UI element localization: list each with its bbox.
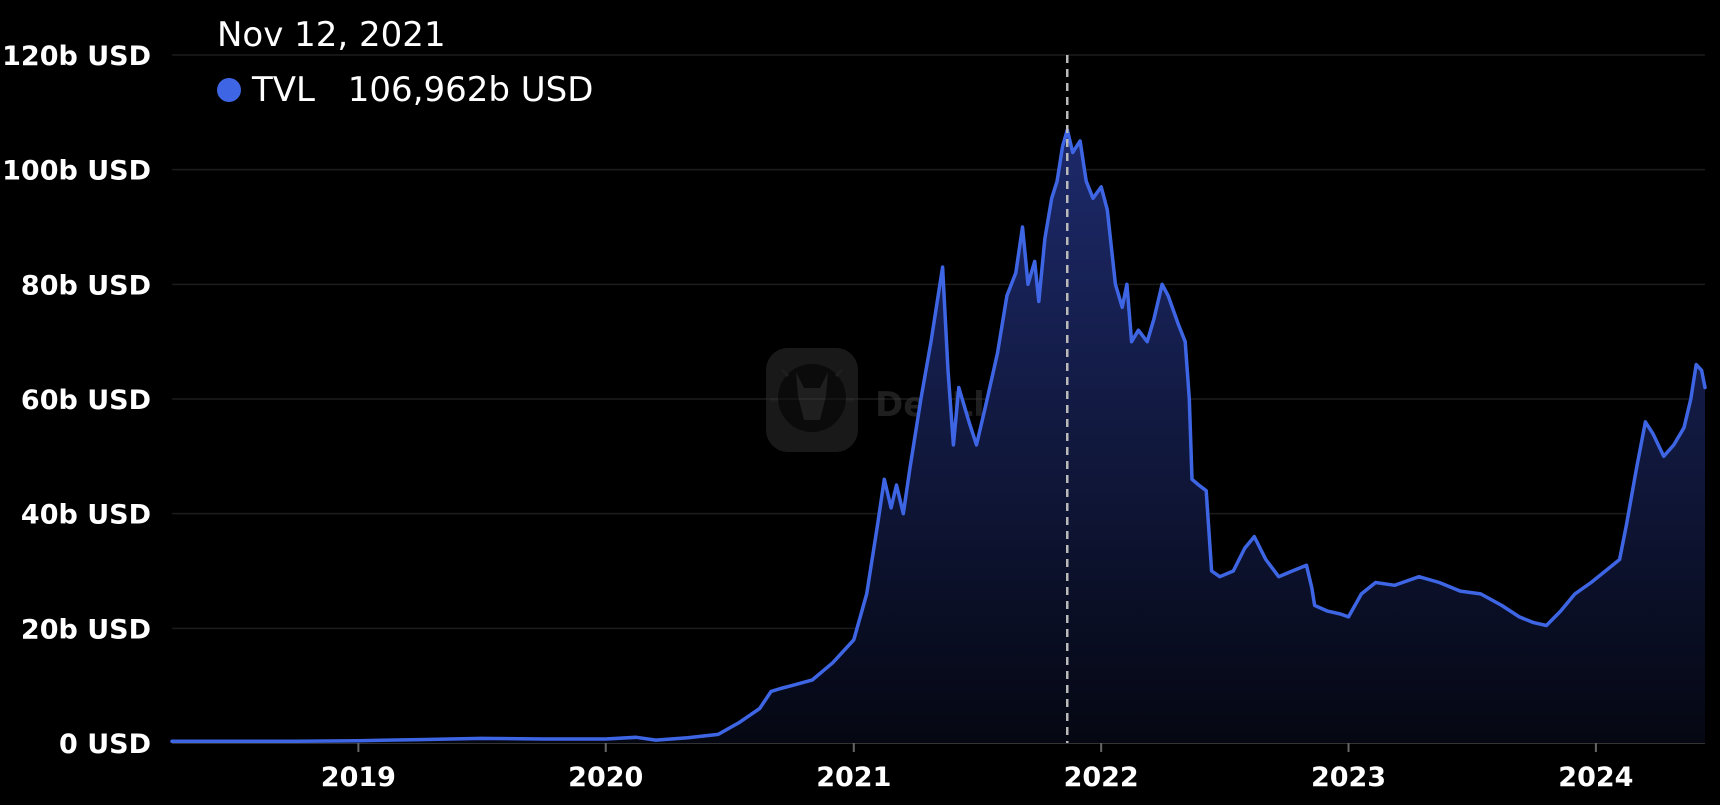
x-tick-label: 2019 (321, 762, 396, 793)
y-tick-label: 20b USD (21, 614, 151, 645)
series-dot-icon (217, 78, 241, 102)
tooltip-value: 106,962b USD (348, 70, 594, 110)
tooltip-series-name: TVL (251, 70, 315, 110)
x-tick-label: 2023 (1311, 762, 1386, 793)
x-axis: 2019 2020 2021 2022 2023 2024 (321, 743, 1633, 793)
tooltip-series-row: TVL 106,962b USD (251, 70, 593, 110)
tvl-series-line[interactable] (170, 128, 1707, 744)
y-axis: 0 USD 20b USD 40b USD 60b USD 80b USD 100b US… (2, 41, 151, 760)
x-tick-label: 2021 (816, 762, 891, 793)
y-tick-label: 100b USD (2, 156, 151, 187)
tvl-area (172, 129, 1705, 744)
watermark: DefiLlama (766, 348, 1066, 452)
x-tick-label: 2024 (1558, 762, 1633, 793)
y-tick-label: 120b USD (2, 41, 151, 72)
y-tick-label: 80b USD (21, 270, 151, 301)
tooltip: Nov 12, 2021 TVL 106,962b USD (217, 15, 593, 110)
y-tick-label: 60b USD (21, 385, 151, 416)
tooltip-date: Nov 12, 2021 (217, 15, 446, 55)
y-tick-label: 40b USD (21, 500, 151, 531)
x-tick-label: 2020 (568, 762, 643, 793)
llama-logo-icon (766, 348, 858, 452)
y-tick-label: 0 USD (59, 729, 151, 760)
x-tick-label: 2022 (1064, 762, 1139, 793)
